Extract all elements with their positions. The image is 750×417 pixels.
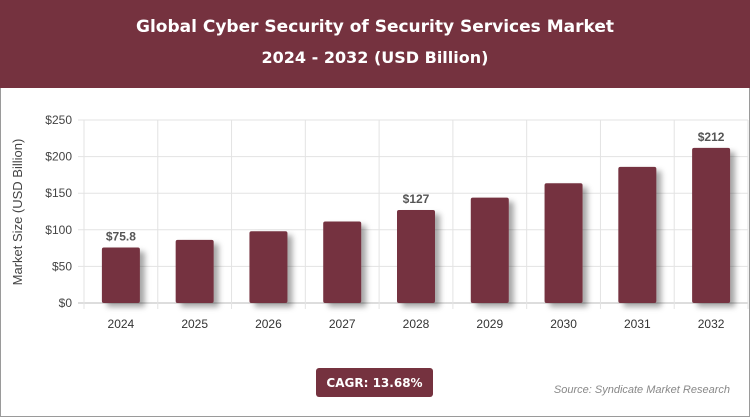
y-tick-label: $200 bbox=[45, 150, 72, 164]
x-tick-label: 2028 bbox=[403, 317, 430, 331]
x-tick-label: 2029 bbox=[476, 317, 503, 331]
x-tick-label: 2026 bbox=[255, 317, 282, 331]
y-tick-label: $0 bbox=[59, 296, 73, 310]
data-label: $127 bbox=[403, 192, 430, 206]
y-axis-label: Market Size (USD Billion) bbox=[10, 139, 25, 286]
bar-2031 bbox=[618, 166, 657, 303]
bar-2029 bbox=[470, 197, 509, 303]
chart-subtitle: 2024 - 2032 (USD Billion) bbox=[261, 48, 489, 67]
data-label: $75.8 bbox=[106, 230, 136, 244]
y-tick-label: $50 bbox=[52, 259, 72, 273]
bar-2025 bbox=[175, 239, 214, 303]
x-tick-label: 2024 bbox=[108, 317, 135, 331]
y-tick-label: $250 bbox=[45, 113, 72, 127]
chart-header: Global Cyber Security of Security Servic… bbox=[0, 0, 750, 88]
bar-2028 bbox=[397, 210, 435, 303]
y-tick-label: $150 bbox=[45, 186, 72, 200]
bar-2030 bbox=[544, 183, 583, 303]
source-note: Source: Syndicate Market Research bbox=[553, 384, 730, 396]
bar-2027 bbox=[323, 221, 362, 303]
y-tick-label: $100 bbox=[45, 223, 72, 237]
x-tick-label: 2032 bbox=[698, 317, 725, 331]
cagr-badge: CAGR: 13.68% bbox=[316, 368, 433, 397]
x-tick-label: 2025 bbox=[181, 317, 208, 331]
bar-2024 bbox=[101, 247, 140, 303]
x-tick-label: 2027 bbox=[329, 317, 356, 331]
data-label: $212 bbox=[698, 130, 725, 144]
x-tick-label: 2031 bbox=[624, 317, 651, 331]
x-tick-label: 2030 bbox=[550, 317, 577, 331]
bar-2026 bbox=[249, 231, 288, 303]
chart-title: Global Cyber Security of Security Servic… bbox=[136, 17, 614, 37]
bar-2032 bbox=[692, 147, 731, 303]
